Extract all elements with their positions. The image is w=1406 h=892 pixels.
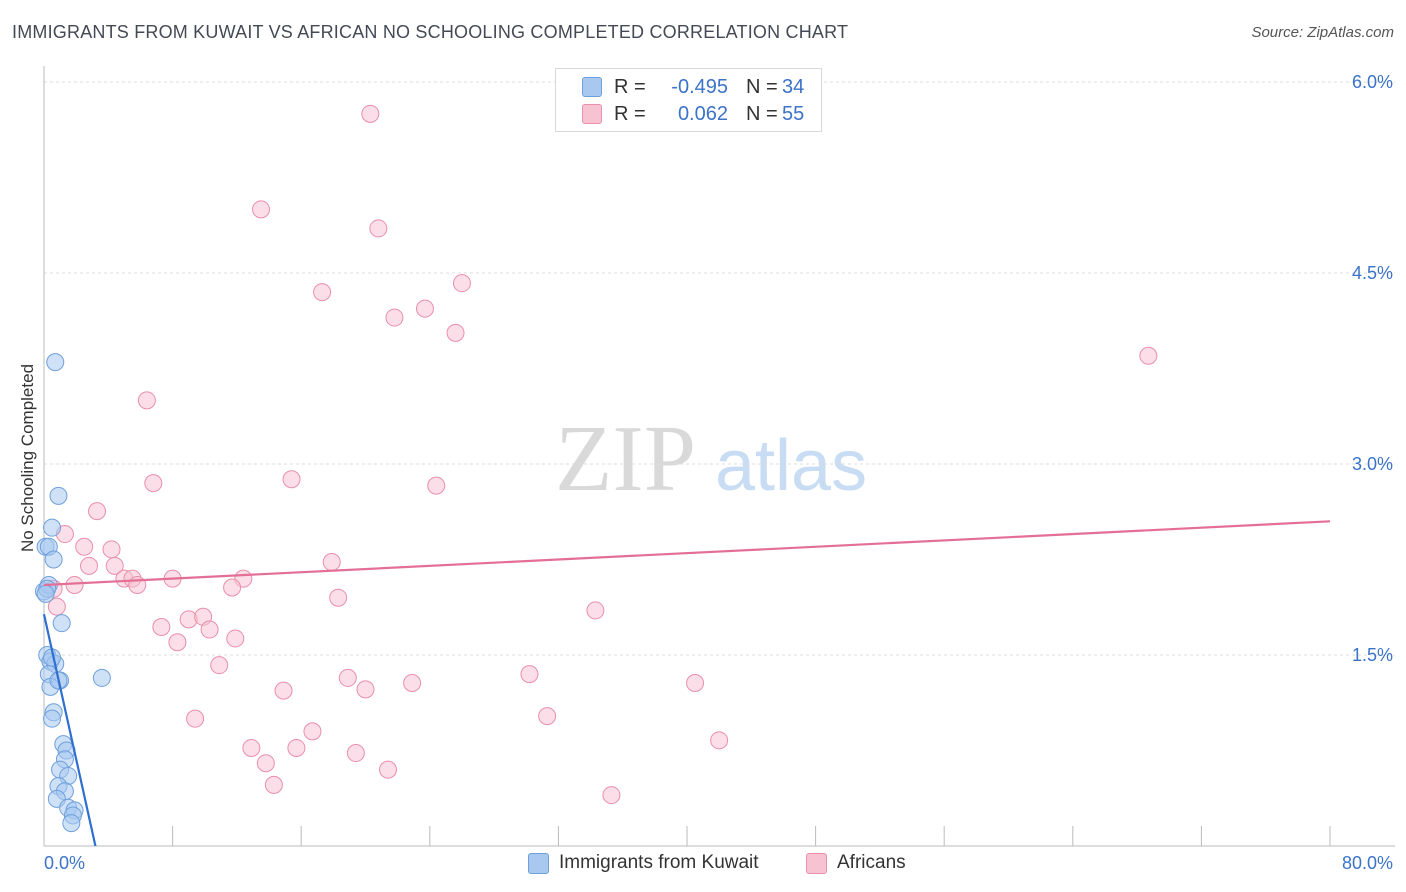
- kuwait-trend-line: [42, 614, 97, 847]
- africans-point: [452, 274, 471, 293]
- africans-point: [47, 597, 66, 616]
- africans-point: [322, 553, 341, 572]
- africans-point: [710, 731, 729, 750]
- africans-point: [602, 786, 621, 805]
- africans-point: [446, 323, 465, 342]
- africans-points: [44, 104, 1158, 805]
- africans-point: [338, 668, 357, 687]
- africans-point: [369, 219, 388, 238]
- africans-point: [186, 709, 205, 728]
- kuwait-point: [43, 709, 62, 728]
- africans-point: [264, 775, 283, 794]
- legend-row-kuwait: R = -0.495 N = 34: [582, 74, 804, 100]
- kuwait-point: [44, 550, 63, 569]
- africans-point: [137, 391, 156, 410]
- africans-point: [105, 556, 124, 575]
- africans-point: [144, 474, 163, 493]
- africans-point: [329, 588, 348, 607]
- africans-point: [88, 502, 107, 521]
- legend-n-value: 55: [782, 102, 805, 125]
- kuwait-point: [43, 518, 62, 537]
- africans-point: [252, 200, 271, 219]
- africans-point: [287, 738, 306, 757]
- trend-lines: [42, 520, 1331, 847]
- africans-point: [403, 674, 422, 693]
- africans-point: [65, 575, 84, 594]
- africans-point: [385, 308, 404, 327]
- kuwait-point: [46, 353, 65, 372]
- kuwait-point: [52, 614, 71, 633]
- kuwait-point: [62, 814, 81, 833]
- africans-point: [686, 674, 705, 693]
- bottom-legend-label-kuwait: Immigrants from Kuwait: [559, 852, 759, 873]
- x-tick-label-max: 80.0%: [1342, 853, 1393, 873]
- kuwait-point: [36, 584, 55, 603]
- africans-point: [586, 601, 605, 620]
- africans-trend-line: [43, 520, 1331, 587]
- y-tick-label: 6.0%: [1352, 72, 1393, 92]
- africans-point: [152, 617, 171, 636]
- legend-r-value: 0.062: [677, 102, 728, 125]
- y-tick-labels: 1.5% 3.0% 4.5% 6.0%: [1352, 72, 1393, 665]
- africans-point: [242, 738, 261, 757]
- chart-title: IMMIGRANTS FROM KUWAIT VS AFRICAN NO SCH…: [12, 22, 849, 42]
- legend-r-value: -0.495: [671, 75, 728, 98]
- bottom-legend-label-africans: Africans: [837, 852, 906, 873]
- africans-point: [346, 744, 365, 763]
- legend-n-value: 34: [782, 75, 805, 98]
- africans-point: [313, 283, 332, 302]
- africans-point: [520, 665, 539, 684]
- legend-n-label: N =: [746, 75, 778, 98]
- africans-point: [303, 722, 322, 741]
- legend-swatch-pink: [582, 104, 602, 124]
- watermark: ZIP atlas: [555, 407, 867, 511]
- y-tick-label: 4.5%: [1352, 263, 1393, 283]
- africans-point: [226, 629, 245, 648]
- legend-n-label: N =: [746, 102, 778, 125]
- bottom-legend-africans: Africans: [806, 852, 906, 874]
- legend-r-label: R =: [614, 75, 646, 98]
- x-tick-labels: 0.0% 80.0%: [44, 853, 1393, 873]
- watermark-atlas: atlas: [715, 426, 867, 506]
- africans-point: [538, 707, 557, 726]
- africans-point: [75, 537, 94, 556]
- legend-swatch-blue: [582, 77, 602, 97]
- africans-point: [102, 540, 121, 559]
- africans-point: [282, 470, 301, 489]
- kuwait-point: [92, 668, 111, 687]
- africans-point: [200, 620, 219, 639]
- y-tick-label: 3.0%: [1352, 454, 1393, 474]
- africans-point: [80, 556, 99, 575]
- stats-legend: R = -0.495 N = 34 R = 0.062 N = 55: [555, 68, 822, 132]
- source-credit: Source: ZipAtlas.com: [1251, 24, 1394, 41]
- africans-point: [210, 656, 229, 675]
- africans-point: [415, 299, 434, 318]
- kuwait-points: [35, 353, 111, 833]
- africans-point: [1139, 346, 1158, 365]
- legend-row-africans: R = 0.062 N = 55: [582, 101, 804, 127]
- watermark-zip: ZIP: [555, 407, 696, 511]
- africans-point: [274, 681, 293, 700]
- africans-point: [361, 104, 380, 123]
- africans-point: [168, 633, 187, 652]
- legend-r-label: R =: [614, 102, 646, 125]
- x-tick-label-min: 0.0%: [44, 853, 85, 873]
- africans-point: [379, 760, 398, 779]
- africans-point: [223, 578, 242, 597]
- africans-point: [427, 476, 446, 495]
- africans-point: [256, 754, 275, 773]
- gridlines: [44, 81, 1395, 656]
- bottom-legend-swatch-pink: [806, 852, 827, 874]
- kuwait-point: [49, 486, 68, 505]
- y-tick-label: 1.5%: [1352, 645, 1393, 665]
- bottom-legend-kuwait: Immigrants from Kuwait: [528, 852, 759, 874]
- africans-point: [356, 680, 375, 699]
- bottom-legend-swatch-blue: [528, 852, 549, 874]
